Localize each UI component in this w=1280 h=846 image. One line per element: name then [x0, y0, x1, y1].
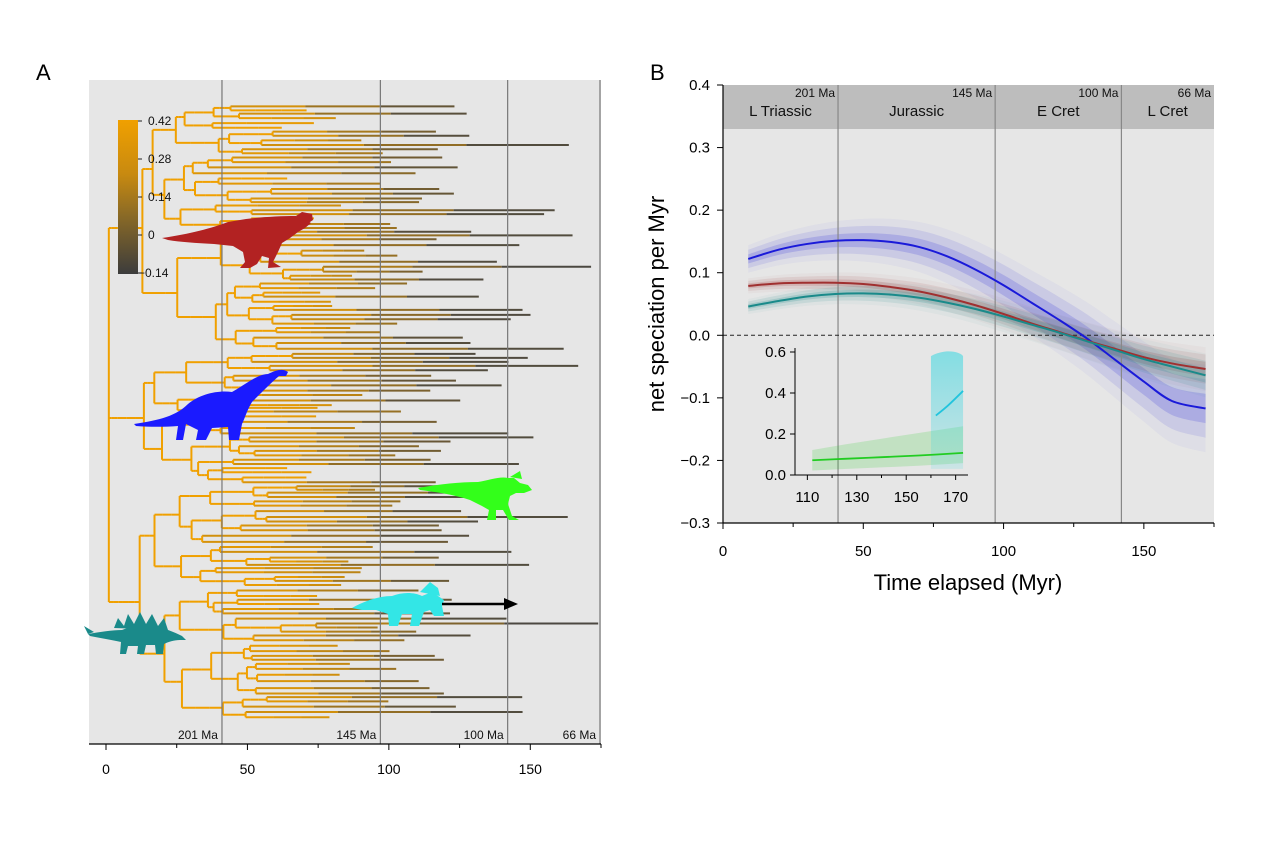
uncertainty-band	[748, 279, 1206, 377]
y-tick-label: 0.4	[689, 77, 710, 94]
panel-a-tree: 201 Ma 145 Ma 100 Ma 66 Ma 0 50 100 150 0.420.…	[84, 80, 602, 777]
series-line	[748, 281, 1206, 371]
x-tick-label: 0	[102, 761, 110, 777]
x-axis-title: Time elapsed (Myr)	[874, 570, 1063, 595]
color-bar-tick-label: −0.14	[138, 266, 169, 280]
panel-b-speciation-plot: L Triassic 201 Ma Jurassic 145 Ma E Cret 100 …	[644, 77, 1215, 595]
era-boundary-label: 100 Ma	[464, 728, 504, 742]
color-bar-tick-label: 0	[148, 228, 155, 242]
uncertainty-band	[748, 275, 1206, 384]
ceratopsian-icon	[352, 582, 444, 626]
era-boundaries: 201 Ma 145 Ma 100 Ma 66 Ma	[178, 80, 601, 744]
color-bar-tick-label: 0.28	[148, 152, 172, 166]
inset-x-tick-label: 110	[795, 489, 819, 506]
sauropod-icon	[134, 369, 288, 440]
y-tick-label: −0.1	[680, 390, 710, 407]
x-tick-label: 100	[377, 761, 401, 777]
inset-x-tick-label: 150	[894, 489, 919, 506]
inset-cyan-band	[930, 351, 964, 469]
period-end-label: 201 Ma	[795, 86, 835, 100]
inset-y-tick-label: 0.0	[765, 467, 786, 484]
inset-y-tick-label: 0.4	[765, 385, 786, 402]
hadrosaur-icon	[418, 471, 532, 520]
x-tick-label: 150	[1131, 543, 1156, 560]
stegosaur-icon	[84, 612, 186, 654]
color-bar-tick-label: 0.42	[148, 114, 172, 128]
inset-plot: 0.6 0.4 0.2 0.0 110 130 150 170	[765, 344, 968, 506]
inset-series-line	[812, 451, 964, 462]
theropod-icon	[162, 212, 313, 268]
y-tick-label: 0.0	[689, 327, 710, 344]
series-line	[747, 239, 1206, 410]
period-label: Jurassic	[889, 103, 945, 120]
inset-x-tick-label: 170	[943, 489, 968, 506]
period-end-label: 145 Ma	[952, 86, 992, 100]
period-bar: L Triassic 201 Ma Jurassic 145 Ma E Cret 100 …	[723, 85, 1214, 129]
series-line	[748, 292, 1206, 377]
panel-a-label: A	[36, 60, 51, 85]
series-lines	[747, 239, 1206, 410]
color-bar-ticks: 0.42 0.28 0.14 0 −0.14	[138, 114, 172, 280]
y-tick-label: −0.2	[680, 452, 710, 469]
period-label: E Cret	[1037, 103, 1080, 120]
panel-b-label: B	[650, 60, 665, 85]
y-axis-title: net speciation per Myr	[644, 196, 669, 412]
x-tick-label: 50	[855, 543, 872, 560]
era-boundary-label: 201 Ma	[178, 728, 218, 742]
period-label: L Triassic	[749, 103, 812, 120]
inset-x-tick-label: 130	[844, 489, 869, 506]
ceratopsian-arrow	[442, 598, 518, 610]
y-tick-label: 0.3	[689, 140, 710, 157]
rate-color-bar: 0.42 0.28 0.14 0 −0.14	[118, 114, 172, 280]
x-tick-label: 50	[240, 761, 256, 777]
period-end-label: 100 Ma	[1078, 86, 1118, 100]
x-tick-label: 150	[519, 761, 543, 777]
y-tick-label: 0.1	[689, 265, 710, 282]
color-bar-gradient	[118, 120, 138, 274]
uncertainty-band	[748, 285, 1206, 390]
period-bar-background	[723, 85, 1214, 129]
y-tick-label: −0.3	[680, 515, 710, 532]
plot-axes: 0.4 0.3 0.2 0.1 0.0 −0.1 −0.2 −0.3 0 50 100 150	[680, 77, 1215, 560]
era-boundary-label: 145 Ma	[336, 728, 376, 742]
period-end-label: 66 Ma	[1178, 86, 1212, 100]
period-boundaries	[837, 85, 1123, 523]
inset-y-tick-label: 0.6	[765, 344, 786, 361]
y-tick-label: 0.2	[689, 202, 710, 219]
period-label: L Cret	[1148, 103, 1189, 120]
x-tick-label: 0	[719, 543, 727, 560]
inset-y-tick-label: 0.2	[765, 426, 786, 443]
tree-x-axis: 0 50 100 150	[89, 743, 602, 777]
era-boundary-label: 66 Ma	[563, 728, 597, 742]
inset-series-line	[935, 390, 964, 417]
x-tick-label: 100	[991, 543, 1016, 560]
color-bar-tick-label: 0.14	[148, 190, 172, 204]
